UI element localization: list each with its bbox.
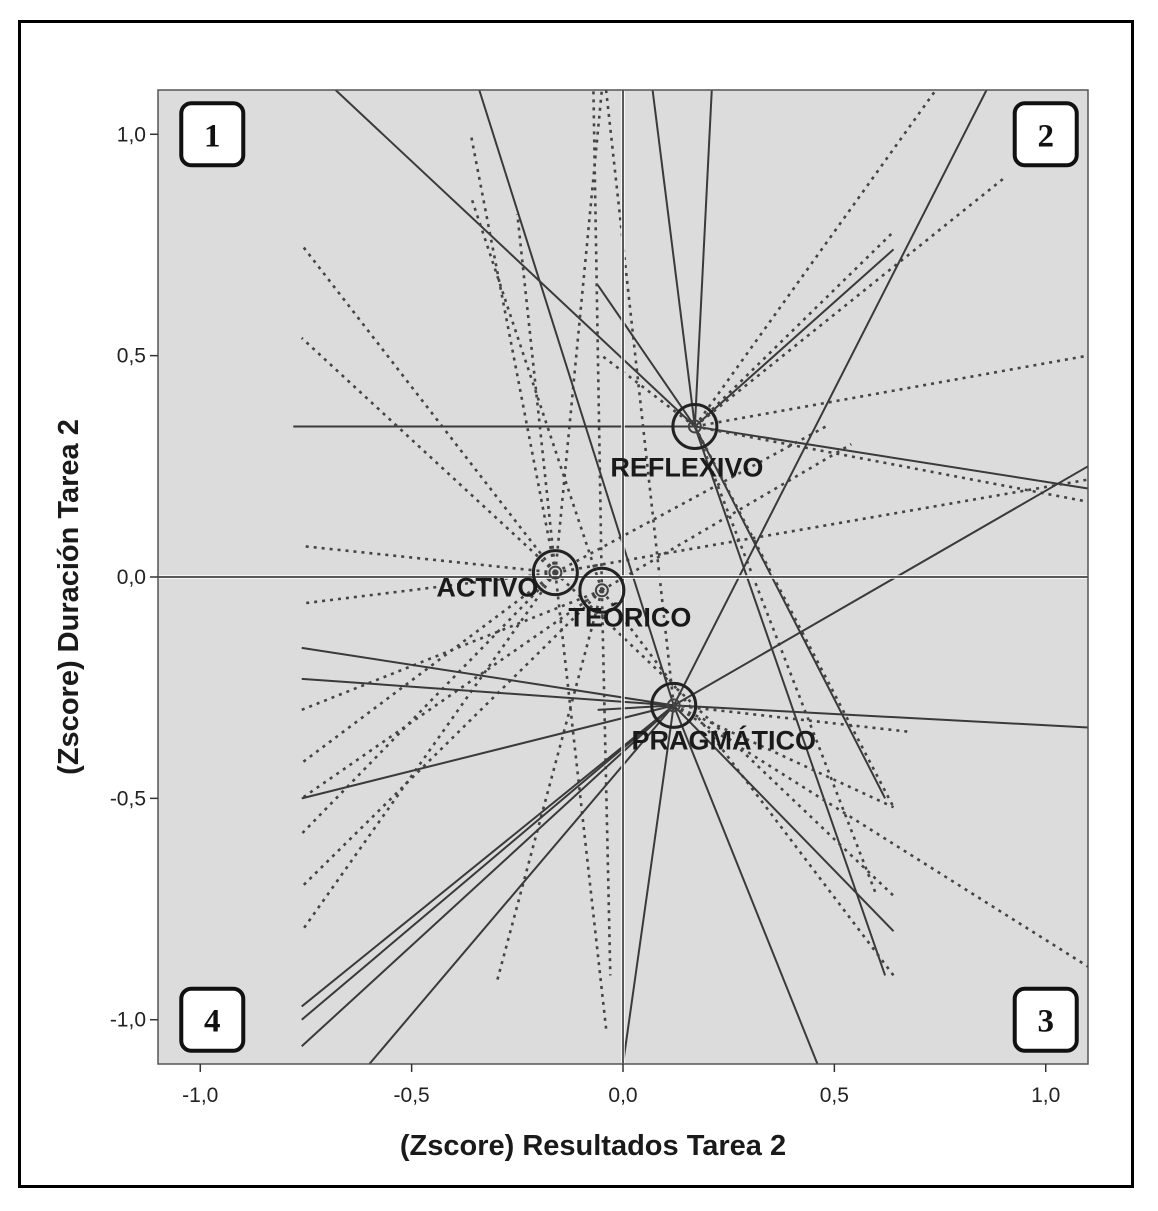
spoke-line-39 <box>469 195 604 591</box>
spoke-line-37 <box>601 443 852 592</box>
centroid-layer: ACTIVO TEÓRICO REFLEXIVO PRAGMÁTICO <box>436 402 816 755</box>
y-tick-label: 0,5 <box>117 345 146 368</box>
x-tick-label: 0,0 <box>608 1084 637 1107</box>
y-tick-label: -0,5 <box>110 787 146 810</box>
spoke-line-44 <box>301 704 675 1021</box>
spoke-line-42 <box>301 704 674 800</box>
centroid-marker-activo <box>531 549 579 597</box>
quadrant-number-4: 4 <box>204 1004 221 1040</box>
spoke-line-18 <box>300 336 557 574</box>
spoke-line-17 <box>300 244 557 574</box>
spoke-line-0 <box>334 89 696 428</box>
y-tick-label: 1,0 <box>117 123 146 146</box>
centroid-dot-teorico <box>594 583 609 598</box>
spoke-line-8 <box>596 284 696 428</box>
quadrant-number-2: 2 <box>1037 118 1054 154</box>
quadrant-number-1: 1 <box>204 118 221 154</box>
spoke-line-28 <box>554 425 827 574</box>
spoke-line-43 <box>301 704 675 1008</box>
spoke-line-51 <box>673 704 1089 729</box>
spoke-layer <box>293 89 1089 1065</box>
spoke-line-32 <box>300 589 603 888</box>
quadrant-box-2 <box>1012 101 1079 168</box>
spoke-line-5 <box>693 426 886 799</box>
centroid-label-activo: ACTIVO <box>436 573 538 603</box>
quadrant-box-3 <box>1012 986 1079 1053</box>
centroid-label-teorico: TEÓRICO <box>568 601 691 632</box>
axes: -1,0 -0,5 0,0 0,5 1,0 1,0 0,5 0,0 -0,5 -1,0 <box>110 123 1061 1107</box>
spoke-line-53 <box>478 89 675 706</box>
spoke-line-2 <box>693 89 713 427</box>
centroid-marker-reflexivo <box>671 402 719 450</box>
spoke-line-47 <box>622 705 675 1065</box>
reference-lines <box>158 90 1088 1064</box>
centroid-dot-reflexivo <box>687 419 702 434</box>
spoke-line-16 <box>601 354 696 428</box>
y-tick-label: -1,0 <box>110 1009 146 1032</box>
spoke-line-30 <box>555 478 1089 574</box>
centroid-marker-pragmatico <box>650 681 698 729</box>
x-tick-label: 0,5 <box>820 1084 849 1107</box>
spoke-line-29 <box>554 571 895 897</box>
y-axis-title: (Zscore) Duración Tarea 2 <box>53 419 85 775</box>
spoke-line-9 <box>693 89 937 428</box>
x-tick-label: -0,5 <box>394 1084 430 1107</box>
spoke-line-38 <box>600 589 895 977</box>
spoke-line-36 <box>600 590 612 976</box>
spoke-line-21 <box>300 571 557 764</box>
spoke-line-52 <box>672 89 988 706</box>
spoke-line-35 <box>592 89 604 591</box>
spoke-line-45 <box>301 704 675 1048</box>
centroid-label-pragmatico: PRAGMÁTICO <box>631 724 816 755</box>
spoke-line-7 <box>694 248 895 428</box>
y-tick-label: 0,0 <box>117 566 146 589</box>
x-axis-title: (Zscore) Resultados Tarea 2 <box>400 1130 786 1162</box>
centroid-marker-teorico <box>578 566 626 614</box>
x-tick-label: -1,0 <box>182 1084 218 1107</box>
spoke-line-3 <box>651 89 696 427</box>
spoke-line-10 <box>694 177 1005 428</box>
spoke-line-50 <box>673 465 1089 707</box>
x-tick-label: 1,0 <box>1031 1084 1060 1107</box>
spoke-line-26 <box>554 89 604 573</box>
spoke-line-48 <box>672 705 819 1065</box>
quadrant-box-1 <box>179 101 246 168</box>
spoke-line-49 <box>673 704 895 932</box>
spoke-line-31 <box>301 589 603 712</box>
spoke-line-58 <box>673 704 895 809</box>
centroid-dot-activo <box>548 565 563 580</box>
spoke-line-4 <box>694 425 1089 490</box>
quadrant-box-4 <box>179 986 246 1053</box>
spoke-line-12 <box>694 425 1089 504</box>
spoke-line-41 <box>301 677 674 707</box>
spoke-line-54 <box>597 704 674 711</box>
quadrant-number-3: 3 <box>1037 1004 1054 1040</box>
spoke-line-23 <box>300 571 557 932</box>
quadrant-markers: 1 2 3 4 <box>179 101 1079 1053</box>
centroid-label-reflexivo: REFLEXIVO <box>610 452 763 482</box>
spoke-line-11 <box>694 354 1089 428</box>
spoke-line-24 <box>469 134 557 573</box>
spoke-line-19 <box>301 544 556 574</box>
spoke-line-57 <box>673 704 1089 968</box>
spoke-line-40 <box>301 646 674 707</box>
spoke-line-33 <box>300 589 603 800</box>
centroid-dot-pragmatico <box>666 698 681 713</box>
